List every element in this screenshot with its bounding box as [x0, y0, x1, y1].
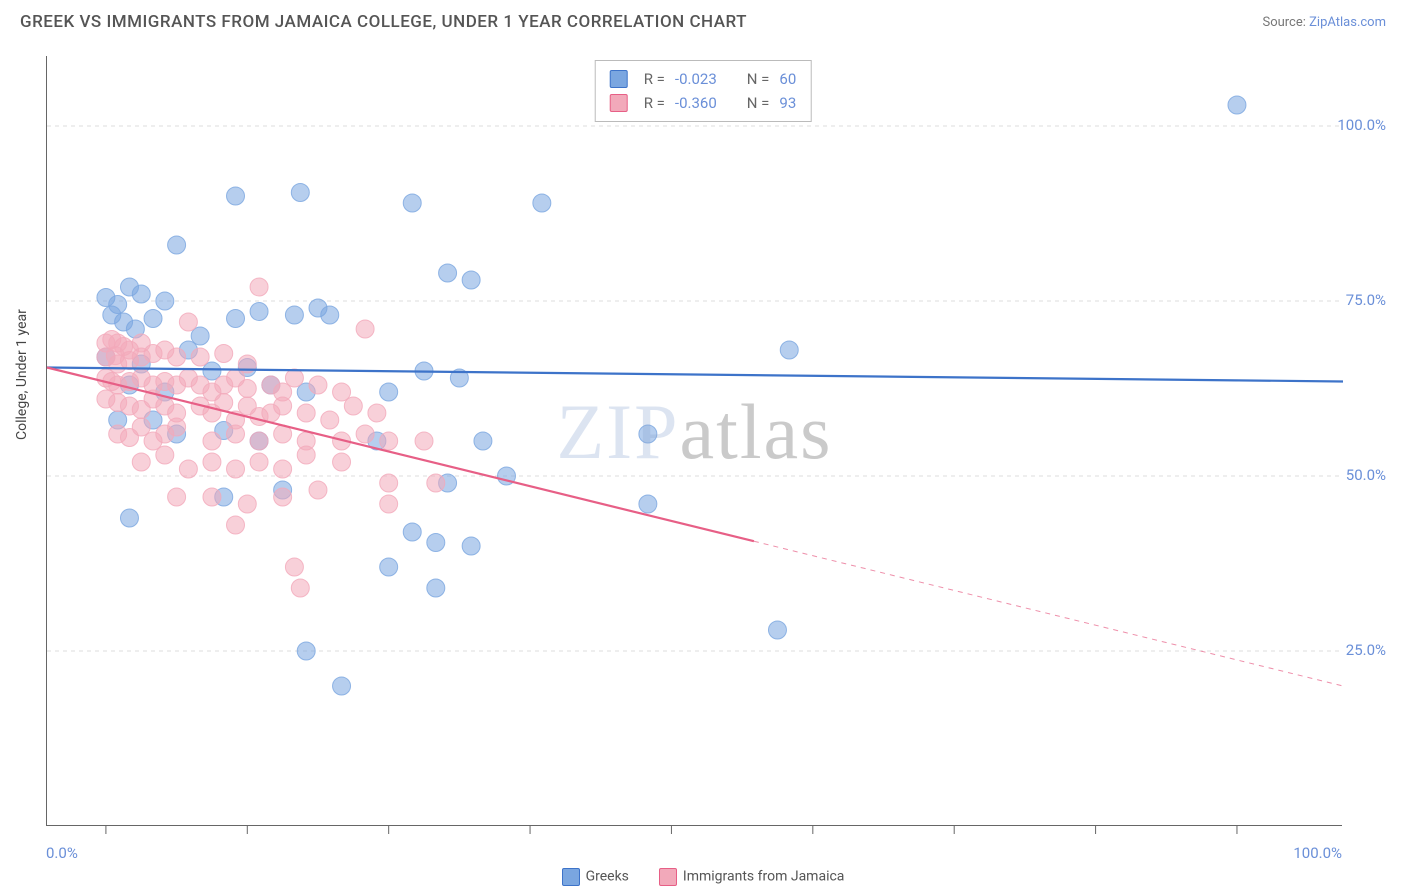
n-value: 60 — [779, 67, 796, 91]
r-label: R = — [644, 91, 665, 115]
n-value: 93 — [779, 91, 796, 115]
y-tick-label: 75.0% — [1346, 291, 1386, 309]
r-value: -0.023 — [675, 67, 717, 91]
corr-legend-row-greeks: R = -0.023 N = 60 — [610, 67, 797, 91]
legend-item-greeks[interactable]: Greeks — [562, 868, 629, 886]
r-value: -0.360 — [675, 91, 717, 115]
legend-item-jamaica[interactable]: Immigrants from Jamaica — [659, 868, 845, 886]
correlation-legend: R = -0.023 N = 60 R = -0.360 N = 93 — [595, 60, 812, 122]
corr-legend-row-jamaica: R = -0.360 N = 93 — [610, 91, 797, 115]
r-label: R = — [644, 67, 665, 91]
swatch-jamaica — [659, 868, 677, 886]
scatter-plot-svg — [47, 56, 1343, 826]
swatch-greeks — [610, 70, 628, 88]
y-tick-label: 100.0% — [1337, 116, 1386, 134]
y-tick-label: 25.0% — [1346, 641, 1386, 659]
y-axis-label: College, Under 1 year — [14, 309, 30, 440]
chart-plot-frame: ZIPatlas — [46, 56, 1342, 826]
source-prefix: Source: — [1262, 15, 1309, 30]
series-legend: Greeks Immigrants from Jamaica — [0, 868, 1406, 886]
y-tick-label: 50.0% — [1346, 466, 1386, 484]
n-label: N = — [747, 91, 770, 115]
swatch-greeks — [562, 868, 580, 886]
n-label: N = — [747, 67, 770, 91]
chart-title: GREEK VS IMMIGRANTS FROM JAMAICA COLLEGE… — [20, 12, 747, 32]
legend-label: Greeks — [586, 869, 629, 885]
x-tick-label-min: 0.0% — [46, 844, 78, 862]
swatch-jamaica — [610, 94, 628, 112]
x-axis-tick-labels: 0.0% 100.0% — [46, 844, 1342, 862]
source-attribution: Source: ZipAtlas.com — [1262, 15, 1386, 30]
source-link[interactable]: ZipAtlas.com — [1309, 15, 1386, 30]
legend-label: Immigrants from Jamaica — [683, 869, 845, 885]
chart-header: GREEK VS IMMIGRANTS FROM JAMAICA COLLEGE… — [20, 12, 1386, 32]
x-tick-label-max: 100.0% — [1293, 844, 1342, 862]
